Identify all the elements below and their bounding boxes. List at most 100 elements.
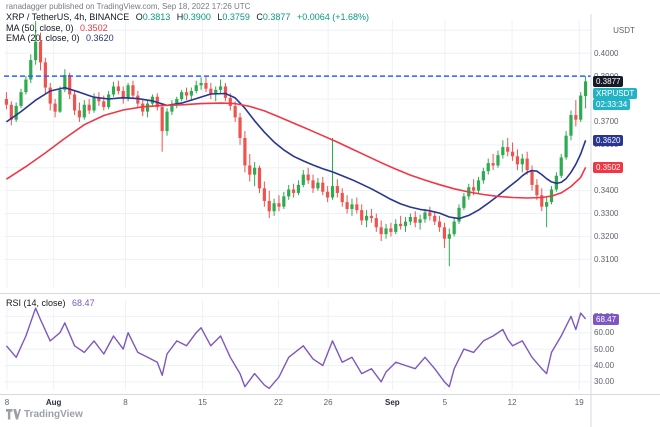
candle-body <box>545 202 549 207</box>
rsi-tick-label: 50.00 <box>594 344 615 354</box>
candle-body <box>228 97 232 106</box>
symbol-title: XRP / TetherUS, 4h, BINANCE <box>6 12 130 22</box>
rsi-tick-label: 30.00 <box>594 377 615 387</box>
ema-indicator-label: EMA (20, close, 0) <box>6 33 80 43</box>
time-tick-label: 5 <box>442 398 448 407</box>
time-tick-label: 19 <box>574 398 584 407</box>
candle-body <box>267 200 271 212</box>
ema-value-badge: 0.3620 <box>593 135 624 147</box>
candle-body <box>287 189 291 197</box>
candle-body <box>369 215 374 219</box>
candle-body <box>472 187 476 191</box>
candle-body <box>63 74 67 90</box>
candle-body <box>574 115 578 120</box>
candle-body <box>68 74 72 95</box>
ohlc-high-label: H <box>176 12 184 22</box>
rsi-value-badge: 68.47 <box>593 313 620 325</box>
candle-body <box>374 218 378 228</box>
candle-body <box>306 174 310 181</box>
ohlc-change-value: +0.0064 (+1.68%) <box>296 12 370 22</box>
candle-body <box>413 216 417 223</box>
candle-body <box>14 105 18 120</box>
price-tick-label: 0.3100 <box>594 254 619 264</box>
rsi-legend-row: RSI (14, close) 68.47 <box>6 298 95 308</box>
candle-body <box>282 196 286 207</box>
candle-body <box>316 182 320 189</box>
ema-legend-row: EMA (20, close, 0) 0.3620 <box>6 33 369 44</box>
candle-body <box>583 81 588 97</box>
ema-indicator-value: 0.3620 <box>86 33 114 43</box>
candle-body <box>384 228 388 235</box>
candle-body <box>506 147 510 152</box>
candle-body <box>462 196 466 208</box>
candle-body <box>296 184 301 193</box>
candle-body <box>223 86 228 98</box>
countdown-badge: 02:33:34 <box>593 99 631 111</box>
candle-body <box>131 85 135 96</box>
candle-body <box>433 215 437 222</box>
candle-body <box>53 103 57 112</box>
candle-body <box>579 95 583 120</box>
price-tick-label: 0.3700 <box>594 117 619 127</box>
time-tick-label: 26 <box>323 398 333 407</box>
candle-body <box>355 204 359 211</box>
candle-body <box>540 195 544 207</box>
candle-body <box>24 79 28 93</box>
candle-body <box>525 158 529 171</box>
candle-body <box>350 204 354 209</box>
candle-body <box>510 151 515 157</box>
ma-legend-row: MA (50, close, 0) 0.3502 <box>6 22 369 34</box>
ma-value-badge: 0.3502 <box>593 162 624 174</box>
candle-body <box>180 92 184 100</box>
candle-body <box>272 203 276 212</box>
candle-body <box>43 62 47 88</box>
symbol-badge: XRPUSDT <box>593 88 638 100</box>
candle-body <box>559 157 563 176</box>
candle-body <box>257 167 262 189</box>
rsi-indicator-label: RSI (14, close) <box>6 298 66 308</box>
candle-body <box>165 111 169 132</box>
candle-body <box>209 88 213 95</box>
candle-body <box>48 87 52 104</box>
candle-body <box>34 41 38 61</box>
candle-body <box>116 86 120 92</box>
candle-body <box>218 86 223 90</box>
candle-body <box>321 182 325 192</box>
candle-body <box>291 189 296 193</box>
rsi-tick-label: 40.00 <box>594 360 615 370</box>
ma-line <box>5 102 587 199</box>
candle-body <box>364 215 369 221</box>
candle-body <box>408 216 412 222</box>
candle-body <box>535 184 539 196</box>
candle-body <box>238 117 242 138</box>
candle-body <box>9 104 13 120</box>
candle-body <box>72 94 77 111</box>
tradingview-logo-text: TradingView <box>24 409 83 420</box>
candle-body <box>243 137 247 166</box>
candle-body <box>496 155 500 166</box>
candle-body <box>399 223 403 227</box>
time-tick-label: 12 <box>507 398 517 407</box>
candle-body <box>58 89 62 112</box>
time-tick-label: Sep <box>385 398 400 407</box>
candle-body <box>515 156 520 165</box>
candle-body <box>136 95 140 104</box>
candle-body <box>330 186 335 198</box>
candle-body <box>77 110 82 118</box>
candle-body <box>389 228 393 232</box>
rsi-line <box>5 307 587 390</box>
candle-body <box>189 91 193 96</box>
candle-body <box>253 167 257 175</box>
candle-body <box>102 101 106 108</box>
candle-body <box>29 60 33 80</box>
tradingview-logo[interactable]: TradingView <box>6 409 83 420</box>
candle-body <box>418 219 422 223</box>
candle-body <box>4 99 9 105</box>
ma-indicator-value: 0.3502 <box>80 22 108 33</box>
candle-body <box>403 221 408 227</box>
candle-body <box>335 186 339 193</box>
candle-body <box>457 207 461 222</box>
candle-body <box>87 104 91 111</box>
